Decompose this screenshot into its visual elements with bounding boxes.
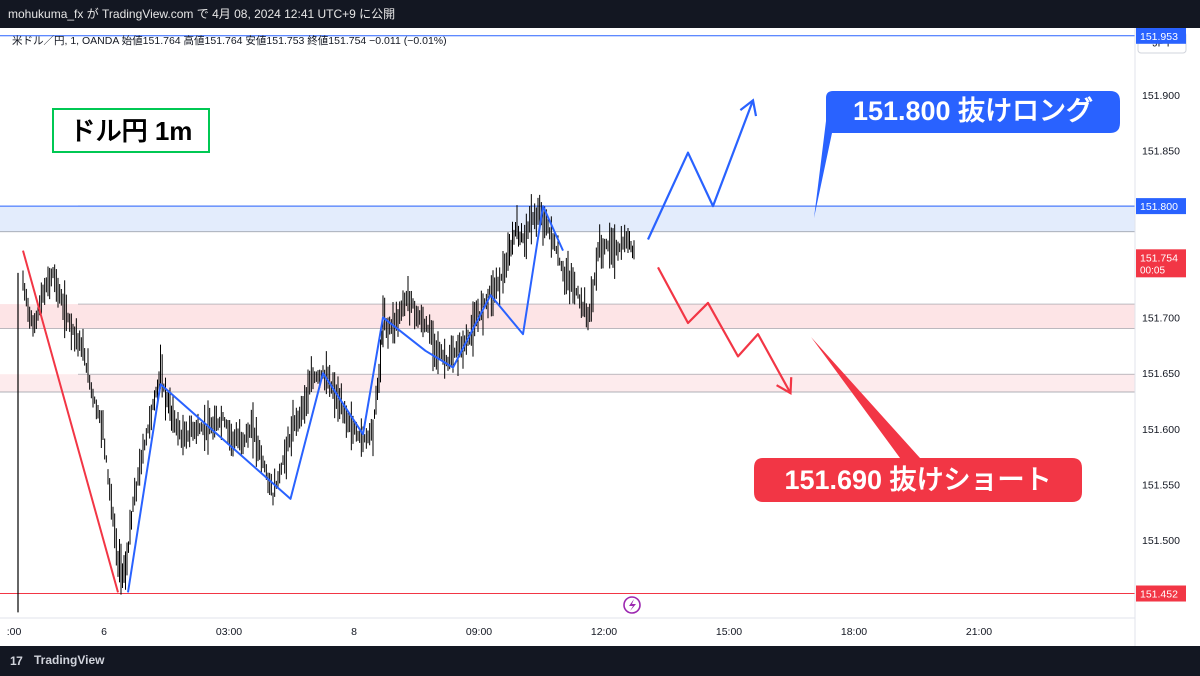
publish-credit: mohukuma_fx が TradingView.com で 4月 08, 2… <box>8 7 396 21</box>
time-tick-5: 12:00 <box>591 626 617 638</box>
price-zone-0 <box>0 206 1135 232</box>
short-callout-label: 151.690 抜けショート <box>784 465 1051 495</box>
price-label-2[interactable] <box>1136 249 1186 278</box>
tradingview-brand: TradingView <box>34 653 105 667</box>
time-tick-4: 09:00 <box>466 626 492 638</box>
wave-line-1[interactable] <box>127 205 564 593</box>
candle-series <box>17 194 635 613</box>
wave-line-0[interactable] <box>22 250 119 593</box>
projection-long-arrowhead <box>739 98 758 117</box>
price-label-text-1: 151.800 <box>1140 201 1178 213</box>
long-callout-label: 151.800 抜けロング <box>853 95 1093 126</box>
price-label-0[interactable] <box>1136 27 1186 44</box>
tradingview-logo-icon: 17 <box>10 654 23 668</box>
price-label-text-2: 151.754 <box>1140 252 1178 264</box>
lightning-icon[interactable] <box>623 596 641 614</box>
time-tick-3: 8 <box>351 626 357 638</box>
price-axis-ticks: 151.900151.850151.750151.700151.650151.6… <box>1142 90 1180 547</box>
tradingview-footer: 17 TradingView <box>0 646 1200 676</box>
symbol-info: 米ドル／円, 1, OANDA 始値151.764 高値151.764 安値15… <box>12 34 447 47</box>
time-tick-8: 21:00 <box>966 626 992 638</box>
price-label-text-0: 151.953 <box>1140 31 1178 43</box>
horizontal-lines <box>0 35 1135 595</box>
price-axis[interactable] <box>1135 28 1200 646</box>
price-zone-1 <box>0 304 1135 329</box>
projection-short-arrowhead <box>776 377 793 395</box>
projection-long[interactable] <box>647 99 755 240</box>
price-tick-1: 151.850 <box>1142 145 1180 157</box>
price-label-text-3: 151.452 <box>1140 589 1178 601</box>
time-tick-6: 15:00 <box>716 626 742 638</box>
price-zones <box>0 205 1135 393</box>
time-tick-0: :00 <box>7 626 22 638</box>
wave-lines <box>22 205 564 593</box>
chart-area[interactable]: 米ドル／円, 1, OANDA 始値151.764 高値151.764 安値15… <box>0 27 1200 646</box>
projection-short[interactable] <box>657 266 792 394</box>
price-tick-6: 151.550 <box>1142 479 1180 491</box>
title-box <box>52 108 210 153</box>
long-callout-bubble <box>814 91 1120 218</box>
price-label-1[interactable] <box>1136 198 1186 215</box>
time-tick-7: 18:00 <box>841 626 867 638</box>
time-tick-2: 03:00 <box>216 626 242 638</box>
price-label-sub-2: 00:05 <box>1140 265 1165 276</box>
price-chart[interactable]: 米ドル／円, 1, OANDA 始値151.764 高値151.764 安値15… <box>0 27 1200 646</box>
price-label-3[interactable] <box>1136 585 1186 602</box>
price-tick-3: 151.700 <box>1142 312 1180 324</box>
projection-arrows <box>647 98 793 395</box>
price-tick-0: 151.900 <box>1142 90 1180 102</box>
lightning-bolt-icon <box>629 599 636 611</box>
price-tick-7: 151.500 <box>1142 535 1180 547</box>
title-box-label: ドル円 1m <box>70 116 193 146</box>
price-tick-5: 151.600 <box>1142 424 1180 436</box>
publish-header: mohukuma_fx が TradingView.com で 4月 08, 2… <box>0 0 1200 28</box>
short-callout-bubble <box>754 337 1082 502</box>
time-tick-1: 6 <box>101 626 107 638</box>
time-axis-ticks[interactable]: :00 6 03:00 8 09:00 12:00 15:00 18:00 21:00 <box>7 626 993 638</box>
price-tick-4: 151.650 <box>1142 368 1180 380</box>
